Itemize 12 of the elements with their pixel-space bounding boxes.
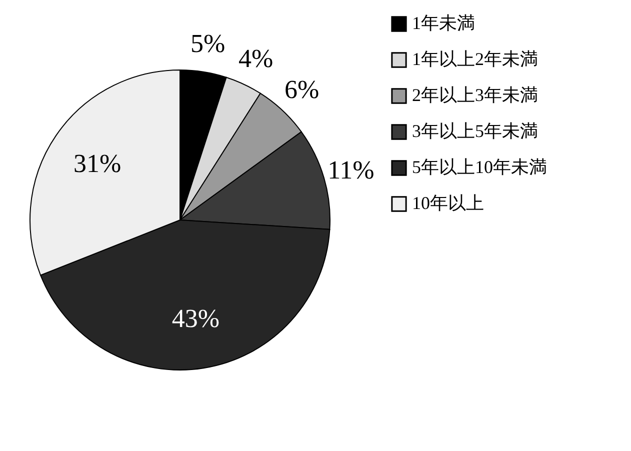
legend-label: 5年以上10年未満	[412, 157, 547, 177]
legend-label: 2年以上3年未満	[412, 85, 538, 105]
data-label: 11%	[328, 155, 374, 184]
data-label: 6%	[284, 75, 320, 104]
data-label: 5%	[190, 29, 226, 58]
legend-label: 1年以上2年未満	[412, 49, 538, 69]
legend-label: 1年未満	[412, 13, 475, 33]
legend-label: 10年以上	[412, 193, 484, 213]
data-label: 4%	[238, 44, 274, 73]
legend-label: 3年以上5年未満	[412, 121, 538, 141]
data-label: 31%	[73, 148, 122, 178]
data-label: 43%	[172, 304, 220, 333]
